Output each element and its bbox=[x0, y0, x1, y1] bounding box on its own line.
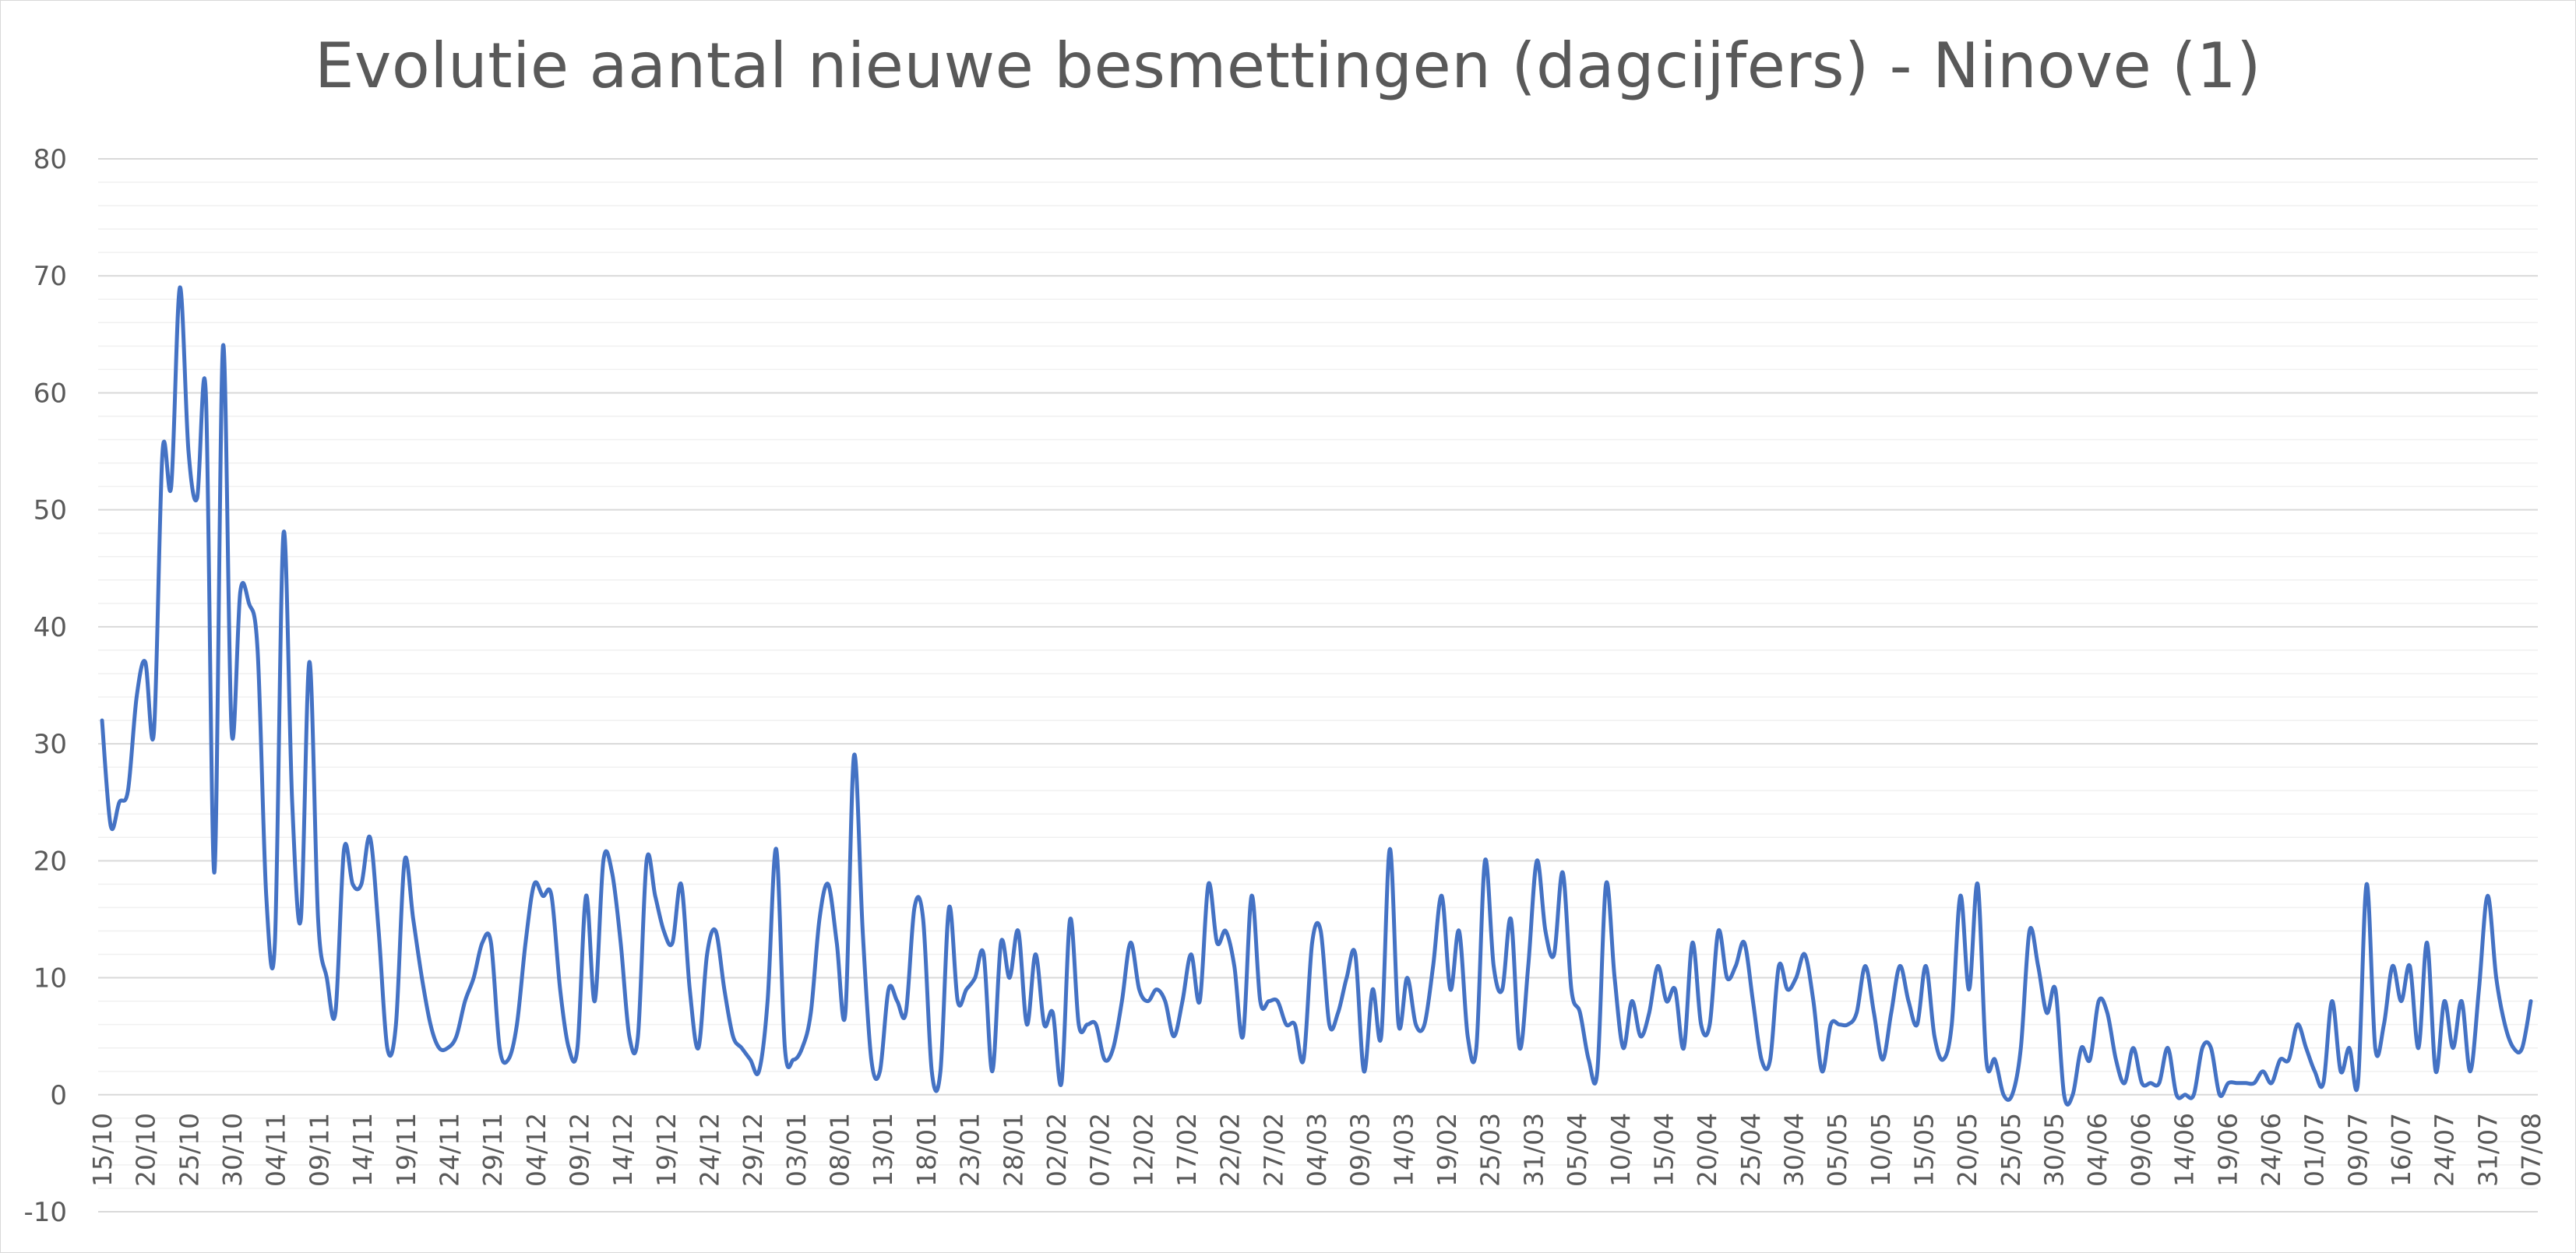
x-tick-label: 16/07 bbox=[2386, 1113, 2416, 1187]
x-axis-ticks: 15/10 20/10 25/10 30/10 04/11 09/11 14/11 19/11… bbox=[87, 1113, 2546, 1187]
x-tick-label: 24/06 bbox=[2256, 1113, 2286, 1187]
x-tick-label: 22/02 bbox=[1215, 1113, 1246, 1187]
x-tick-label: 08/01 bbox=[825, 1113, 855, 1187]
x-tick-label: 15/10 bbox=[87, 1113, 118, 1187]
x-tick-label: 09/07 bbox=[2342, 1113, 2373, 1187]
series-layer bbox=[100, 285, 2533, 1107]
x-tick-label: 14/03 bbox=[1388, 1113, 1418, 1187]
x-tick-label: 25/04 bbox=[1736, 1113, 1766, 1187]
x-tick-label: 17/02 bbox=[1172, 1113, 1202, 1187]
y-tick-label: 60 bbox=[33, 378, 67, 409]
y-tick-label: 40 bbox=[33, 612, 67, 643]
x-tick-label: 30/04 bbox=[1778, 1113, 1809, 1187]
x-tick-label: 04/12 bbox=[521, 1113, 551, 1187]
x-tick-label: 20/10 bbox=[131, 1113, 161, 1187]
x-tick-label: 24/07 bbox=[2430, 1113, 2460, 1187]
x-tick-label: 19/06 bbox=[2212, 1113, 2243, 1187]
x-tick-label: 09/06 bbox=[2126, 1113, 2156, 1187]
x-tick-label: 30/05 bbox=[2039, 1113, 2070, 1187]
y-tick-label: 80 bbox=[33, 144, 67, 175]
x-tick-label: 09/12 bbox=[564, 1113, 594, 1187]
x-tick-label: 18/01 bbox=[911, 1113, 942, 1187]
x-tick-label: 12/02 bbox=[1128, 1113, 1158, 1187]
x-tick-label: 15/05 bbox=[1909, 1113, 1940, 1187]
x-tick-label: 01/07 bbox=[2299, 1113, 2330, 1187]
x-tick-label: 05/04 bbox=[1562, 1113, 1592, 1187]
x-tick-label: 31/03 bbox=[1518, 1113, 1549, 1187]
x-tick-label: 23/01 bbox=[955, 1113, 985, 1187]
x-tick-label: 24/12 bbox=[695, 1113, 725, 1187]
x-tick-label: 29/12 bbox=[738, 1113, 768, 1187]
x-tick-label: 09/03 bbox=[1345, 1113, 1376, 1187]
x-tick-label: 27/02 bbox=[1258, 1113, 1288, 1187]
y-axis-ticks: -10 0 10 20 30 40 50 60 70 80 bbox=[23, 144, 67, 1228]
y-tick-label: 50 bbox=[33, 495, 67, 526]
x-tick-label: 10/04 bbox=[1605, 1113, 1636, 1187]
x-tick-label: 03/01 bbox=[781, 1113, 812, 1187]
x-tick-label: 15/04 bbox=[1648, 1113, 1679, 1187]
x-tick-label: 13/01 bbox=[868, 1113, 898, 1187]
x-tick-label: 25/05 bbox=[1996, 1113, 2026, 1187]
y-tick-label: 10 bbox=[33, 963, 67, 994]
x-tick-label: 02/02 bbox=[1041, 1113, 1072, 1187]
x-tick-label: 31/07 bbox=[2472, 1113, 2503, 1187]
x-tick-label: 07/02 bbox=[1085, 1113, 1115, 1187]
x-tick-label: 25/03 bbox=[1475, 1113, 1506, 1187]
series-line bbox=[100, 285, 2533, 1107]
x-tick-label: 04/11 bbox=[261, 1113, 291, 1187]
y-tick-label: 20 bbox=[33, 846, 67, 877]
x-tick-label: 09/11 bbox=[304, 1113, 334, 1187]
x-tick-label: 30/10 bbox=[217, 1113, 248, 1187]
x-tick-label: 10/05 bbox=[1866, 1113, 1896, 1187]
x-tick-label: 19/02 bbox=[1432, 1113, 1462, 1187]
y-tick-label: 0 bbox=[50, 1080, 67, 1111]
y-tick-label: -10 bbox=[23, 1197, 67, 1228]
x-tick-label: 14/12 bbox=[608, 1113, 638, 1187]
x-tick-label: 24/11 bbox=[434, 1113, 464, 1187]
x-tick-label: 04/03 bbox=[1302, 1113, 1332, 1187]
x-tick-label: 05/05 bbox=[1822, 1113, 1852, 1187]
chart-title: Evolutie aantal nieuwe besmettingen (dag… bbox=[314, 30, 2261, 102]
x-tick-label: 29/11 bbox=[477, 1113, 508, 1187]
x-tick-label: 14/11 bbox=[347, 1113, 378, 1187]
x-tick-label: 28/01 bbox=[998, 1113, 1028, 1187]
x-tick-label: 25/10 bbox=[174, 1113, 204, 1187]
y-tick-label: 70 bbox=[33, 261, 67, 292]
x-tick-label: 20/04 bbox=[1692, 1113, 1722, 1187]
x-tick-label: 19/11 bbox=[391, 1113, 421, 1187]
x-tick-label: 07/08 bbox=[2516, 1113, 2546, 1187]
y-tick-label: 30 bbox=[33, 729, 67, 760]
x-tick-label: 19/12 bbox=[651, 1113, 682, 1187]
x-tick-label: 04/06 bbox=[2082, 1113, 2113, 1187]
x-tick-label: 14/06 bbox=[2169, 1113, 2200, 1187]
gridlines bbox=[98, 158, 2538, 1213]
x-tick-label: 20/05 bbox=[1952, 1113, 1982, 1187]
